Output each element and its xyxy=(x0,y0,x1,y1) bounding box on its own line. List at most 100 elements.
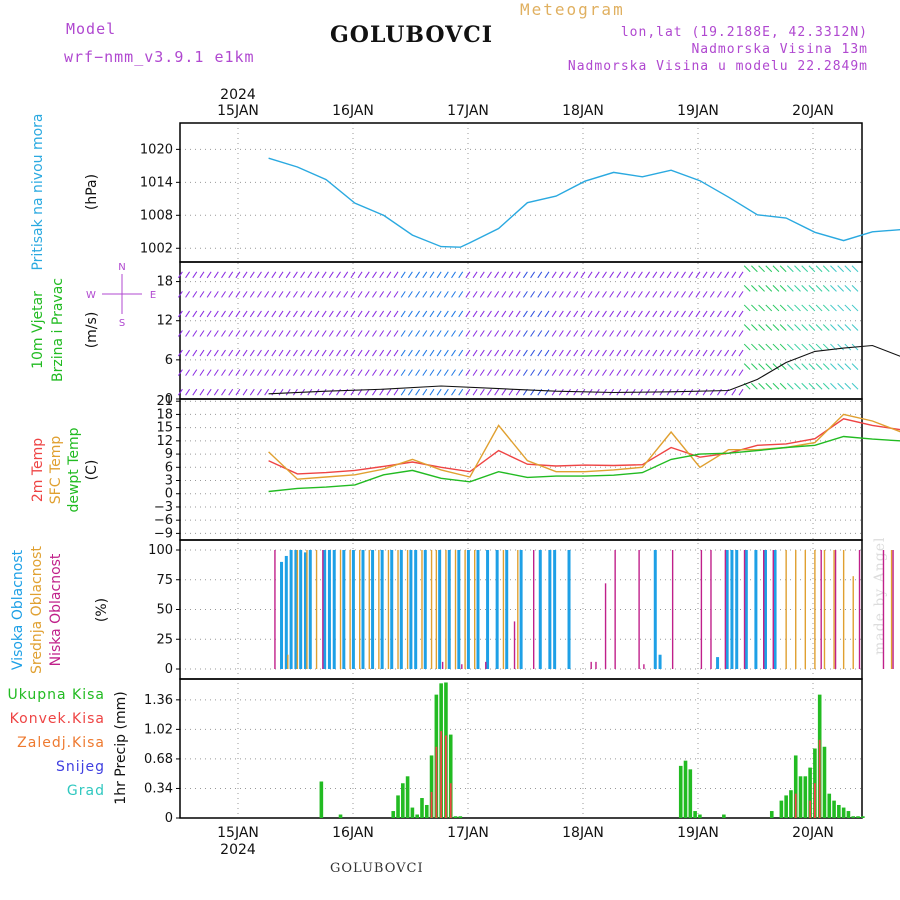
wind-barb xyxy=(815,265,823,273)
wind-barb xyxy=(530,271,535,279)
wind-barb xyxy=(415,388,420,396)
wind-barb xyxy=(702,349,708,357)
wind-barb xyxy=(465,388,471,396)
wind-barb xyxy=(199,271,205,279)
wind-barb xyxy=(515,388,521,396)
wind-barb xyxy=(616,310,622,318)
wind-barb xyxy=(336,369,341,376)
wind-barbs xyxy=(177,265,859,396)
wind-barb xyxy=(779,304,787,312)
top-date-label: 19JAN xyxy=(677,103,719,119)
wind-barb xyxy=(257,369,262,376)
wind-barb xyxy=(522,330,528,337)
footer-title: GOLUBOVCI xyxy=(330,861,424,876)
wind-barb xyxy=(717,330,722,337)
wind-barb xyxy=(379,310,385,318)
wind-barb xyxy=(257,349,262,357)
wind-barb xyxy=(772,343,780,351)
wind-barb xyxy=(400,388,406,396)
wind-barb xyxy=(645,330,650,337)
wind-barb xyxy=(407,310,413,318)
y-tick-label: 0 xyxy=(165,487,173,502)
precip-bar xyxy=(396,795,400,818)
wind-barb xyxy=(630,310,636,318)
wind-barb xyxy=(573,369,579,376)
wind-barb xyxy=(794,363,801,370)
wind-barb xyxy=(357,369,363,376)
wind-barb xyxy=(681,388,686,396)
bottom-date-label: 20JAN xyxy=(792,825,834,841)
wind-barb xyxy=(436,291,442,298)
wind-barb xyxy=(815,382,823,390)
wind-barb xyxy=(436,310,442,318)
wind-barb xyxy=(407,291,413,298)
wind-barb xyxy=(307,310,313,318)
wind-barb xyxy=(213,271,219,279)
precip-bar xyxy=(794,793,797,818)
wind-barb xyxy=(515,271,521,279)
wind-barb xyxy=(844,382,852,390)
wind-barb xyxy=(794,382,801,390)
wind-barb xyxy=(731,271,737,279)
wind-barb xyxy=(751,382,758,390)
wind-barb xyxy=(751,265,758,273)
precip-legend-3: Snijeg xyxy=(56,759,105,775)
wind-barb xyxy=(530,369,535,376)
wind-barb xyxy=(235,349,241,357)
wind-barb xyxy=(652,349,658,357)
wind-barb xyxy=(400,310,406,318)
wind-barb xyxy=(264,388,270,396)
wind-barb xyxy=(192,291,198,298)
cloud-label-1: Srednja Oblacnost xyxy=(29,546,45,674)
cloud-bar xyxy=(447,550,451,669)
y-tick-label: 15 xyxy=(156,421,173,436)
wind-barb xyxy=(822,265,830,273)
wind-barb xyxy=(558,271,564,279)
wind-barb xyxy=(206,310,212,318)
precip-bar xyxy=(453,816,458,818)
lonlat-text: lon,lat (19.2188E, 42.3312N) xyxy=(620,25,868,40)
precip-bar xyxy=(784,795,788,818)
precip-bar xyxy=(789,790,793,818)
bottom-year-label: 2024 xyxy=(220,842,256,858)
cloud-bar xyxy=(567,550,571,669)
bottom-date-label: 19JAN xyxy=(677,825,719,841)
wind-barb xyxy=(738,349,744,357)
wind-barb xyxy=(765,285,773,292)
cloud-bar xyxy=(505,550,509,669)
wind-barb xyxy=(508,388,514,396)
wind-barb xyxy=(221,369,226,376)
wind-barb xyxy=(566,271,571,279)
wind-barb xyxy=(206,330,212,337)
wind-barb xyxy=(257,330,262,337)
precip-bar xyxy=(818,739,821,818)
precip-legend-1: Konvek.Kisa xyxy=(10,711,105,727)
precip-bar xyxy=(449,783,452,818)
cloud-bar xyxy=(303,552,307,669)
wind-barb xyxy=(659,291,665,298)
wind-barb xyxy=(738,388,744,396)
wind-barb xyxy=(566,388,571,396)
wind-barb xyxy=(479,369,485,376)
cloud-bar xyxy=(754,550,758,669)
wind-barb xyxy=(199,388,205,396)
precip-bar xyxy=(420,798,424,818)
wind-barb xyxy=(285,388,291,396)
wind-barb xyxy=(307,349,313,357)
panel-frame-pressure xyxy=(179,122,863,263)
cloud-bar xyxy=(730,550,734,669)
wind-barb xyxy=(357,310,363,318)
cloud-label-0: Visoka Oblacnost xyxy=(10,549,26,670)
wind-barb xyxy=(822,285,830,292)
wind-barb xyxy=(501,310,507,318)
wind-barb xyxy=(407,349,413,357)
wind-barb xyxy=(794,343,801,351)
wind-barb xyxy=(328,271,334,279)
model-name: wrf−nmm_v3.9.1 e1km xyxy=(64,48,255,66)
wind-barb xyxy=(616,369,622,376)
wind-barb xyxy=(501,349,507,357)
wind-barb xyxy=(400,330,406,337)
wind-barb xyxy=(422,349,428,357)
precip-bar xyxy=(429,755,434,818)
wind-barb xyxy=(285,291,291,298)
